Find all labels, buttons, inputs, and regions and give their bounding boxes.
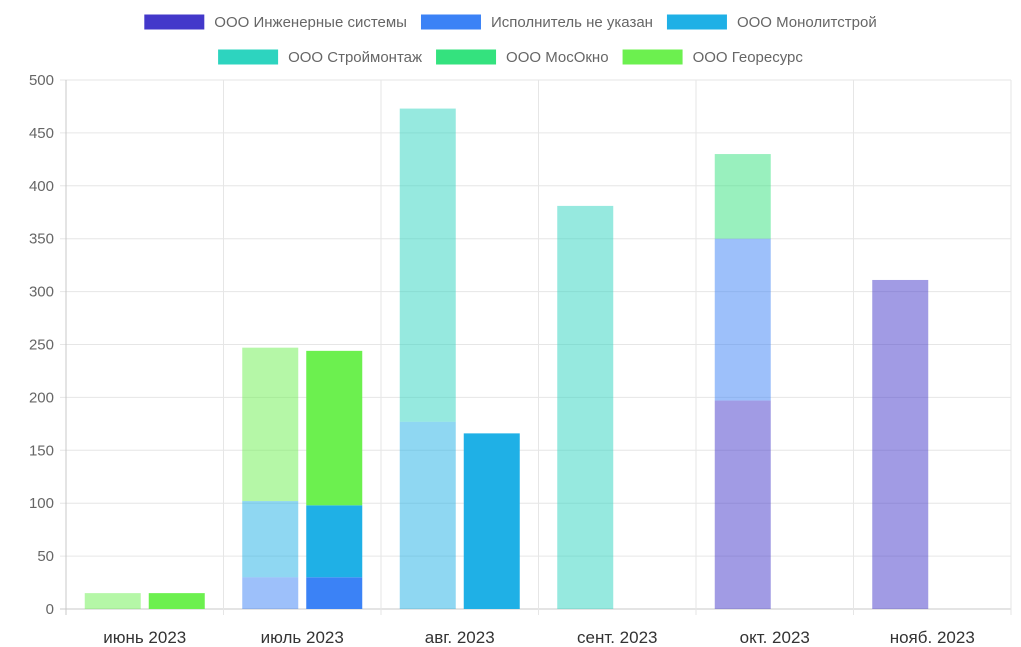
y-tick-label: 500 — [29, 72, 54, 89]
y-tick-label: 50 — [37, 548, 54, 565]
bars — [84, 108, 929, 610]
bar-segment — [872, 279, 929, 609]
legend-item[interactable]: ООО Строймонтаж — [218, 49, 422, 66]
bar-segment — [148, 593, 205, 609]
y-axis: 0 50 100 150 200 250 300 350 400 450 500 — [29, 72, 54, 618]
legend-label: ООО МосОкно — [506, 49, 609, 66]
legend-item[interactable]: ООО МосОкно — [436, 49, 609, 66]
y-tick-label: 250 — [29, 337, 54, 354]
legend-label: ООО Строймонтаж — [288, 49, 422, 66]
bar-segment — [84, 593, 141, 609]
x-tick-label: нояб. 2023 — [890, 628, 975, 647]
legend-swatch — [622, 49, 683, 65]
legend-item[interactable]: ООО Инженерные системы — [144, 14, 407, 31]
bar-segment — [714, 154, 771, 239]
x-tick-label: сент. 2023 — [577, 628, 658, 647]
y-tick-label: 400 — [29, 178, 54, 195]
legend: ООО Инженерные системы Исполнитель не ука… — [144, 14, 877, 66]
legend-label: ООО Монолитстрой — [737, 14, 877, 31]
bar-segment — [557, 205, 614, 610]
y-tick-label: 350 — [29, 231, 54, 248]
y-tick-label: 0 — [46, 601, 54, 618]
bar-segment — [399, 108, 456, 422]
legend-swatch — [420, 14, 481, 30]
y-tick-label: 300 — [29, 284, 54, 301]
bar-segment — [242, 577, 299, 609]
bar-segment — [242, 501, 299, 578]
grid — [60, 79, 1012, 615]
y-tick-label: 150 — [29, 442, 54, 459]
bar-segment — [242, 347, 299, 502]
bar-segment — [714, 400, 771, 609]
x-axis: июнь 2023 июль 2023 авг. 2023 сент. 2023 окт… — [103, 628, 975, 647]
x-tick-label: окт. 2023 — [740, 628, 810, 647]
legend-label: ООО Георесурс — [693, 49, 804, 66]
y-tick-label: 450 — [29, 125, 54, 142]
x-tick-label: июль 2023 — [261, 628, 344, 647]
legend-swatch — [436, 49, 497, 65]
legend-item[interactable]: Исполнитель не указан — [420, 14, 653, 31]
legend-label: ООО Инженерные системы — [214, 14, 407, 31]
bar-segment — [463, 433, 520, 609]
bar-segment — [306, 577, 363, 609]
legend-item[interactable]: ООО Монолитстрой — [666, 14, 877, 31]
bar-segment — [714, 238, 771, 401]
legend-swatch — [218, 49, 279, 65]
legend-label: Исполнитель не указан — [491, 14, 653, 31]
bar-segment — [306, 350, 363, 506]
y-tick-label: 200 — [29, 389, 54, 406]
legend-swatch — [144, 14, 205, 30]
legend-item[interactable]: ООО Георесурс — [622, 49, 804, 66]
legend-swatch — [666, 14, 727, 30]
y-tick-label: 100 — [29, 495, 54, 512]
x-tick-label: июнь 2023 — [103, 628, 186, 647]
bar-segment — [399, 421, 456, 609]
bar-segment — [306, 505, 363, 578]
x-tick-label: авг. 2023 — [425, 628, 495, 647]
